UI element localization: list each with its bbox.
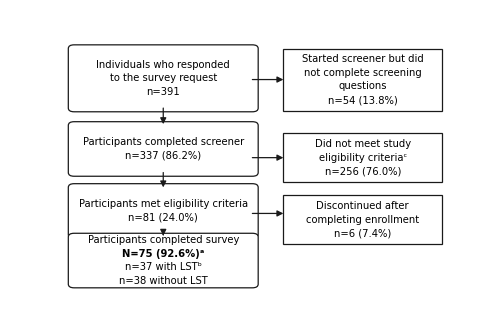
Text: n=337 (86.2%): n=337 (86.2%) — [125, 151, 202, 161]
Text: Participants completed survey: Participants completed survey — [88, 235, 239, 245]
Text: questions: questions — [338, 81, 387, 91]
Text: Started screener but did: Started screener but did — [302, 54, 424, 64]
Text: eligibility criteriaᶜ: eligibility criteriaᶜ — [318, 153, 407, 163]
FancyBboxPatch shape — [284, 195, 442, 244]
Text: to the survey request: to the survey request — [110, 73, 217, 83]
FancyBboxPatch shape — [68, 122, 258, 176]
Text: Participants completed screener: Participants completed screener — [82, 137, 244, 147]
FancyBboxPatch shape — [68, 45, 258, 112]
FancyBboxPatch shape — [68, 184, 258, 238]
Text: n=38 without LST: n=38 without LST — [119, 276, 208, 286]
Text: Individuals who responded: Individuals who responded — [96, 60, 230, 70]
Text: Discontinued after: Discontinued after — [316, 201, 409, 211]
Text: n=81 (24.0%): n=81 (24.0%) — [128, 213, 198, 223]
Text: N=75 (92.6%)ᵃ: N=75 (92.6%)ᵃ — [122, 249, 204, 259]
Text: n=256 (76.0%): n=256 (76.0%) — [324, 166, 401, 176]
Text: n=54 (13.8%): n=54 (13.8%) — [328, 95, 398, 105]
Text: Did not meet study: Did not meet study — [315, 139, 411, 149]
FancyBboxPatch shape — [284, 49, 442, 110]
Text: n=6 (7.4%): n=6 (7.4%) — [334, 228, 392, 238]
FancyBboxPatch shape — [284, 133, 442, 183]
FancyBboxPatch shape — [68, 233, 258, 288]
Text: not complete screening: not complete screening — [304, 68, 422, 78]
Text: Participants met eligibility criteria: Participants met eligibility criteria — [78, 199, 248, 209]
Text: n=37 with LSTᵇ: n=37 with LSTᵇ — [125, 262, 202, 272]
Text: completing enrollment: completing enrollment — [306, 215, 420, 225]
Text: n=391: n=391 — [146, 87, 180, 97]
